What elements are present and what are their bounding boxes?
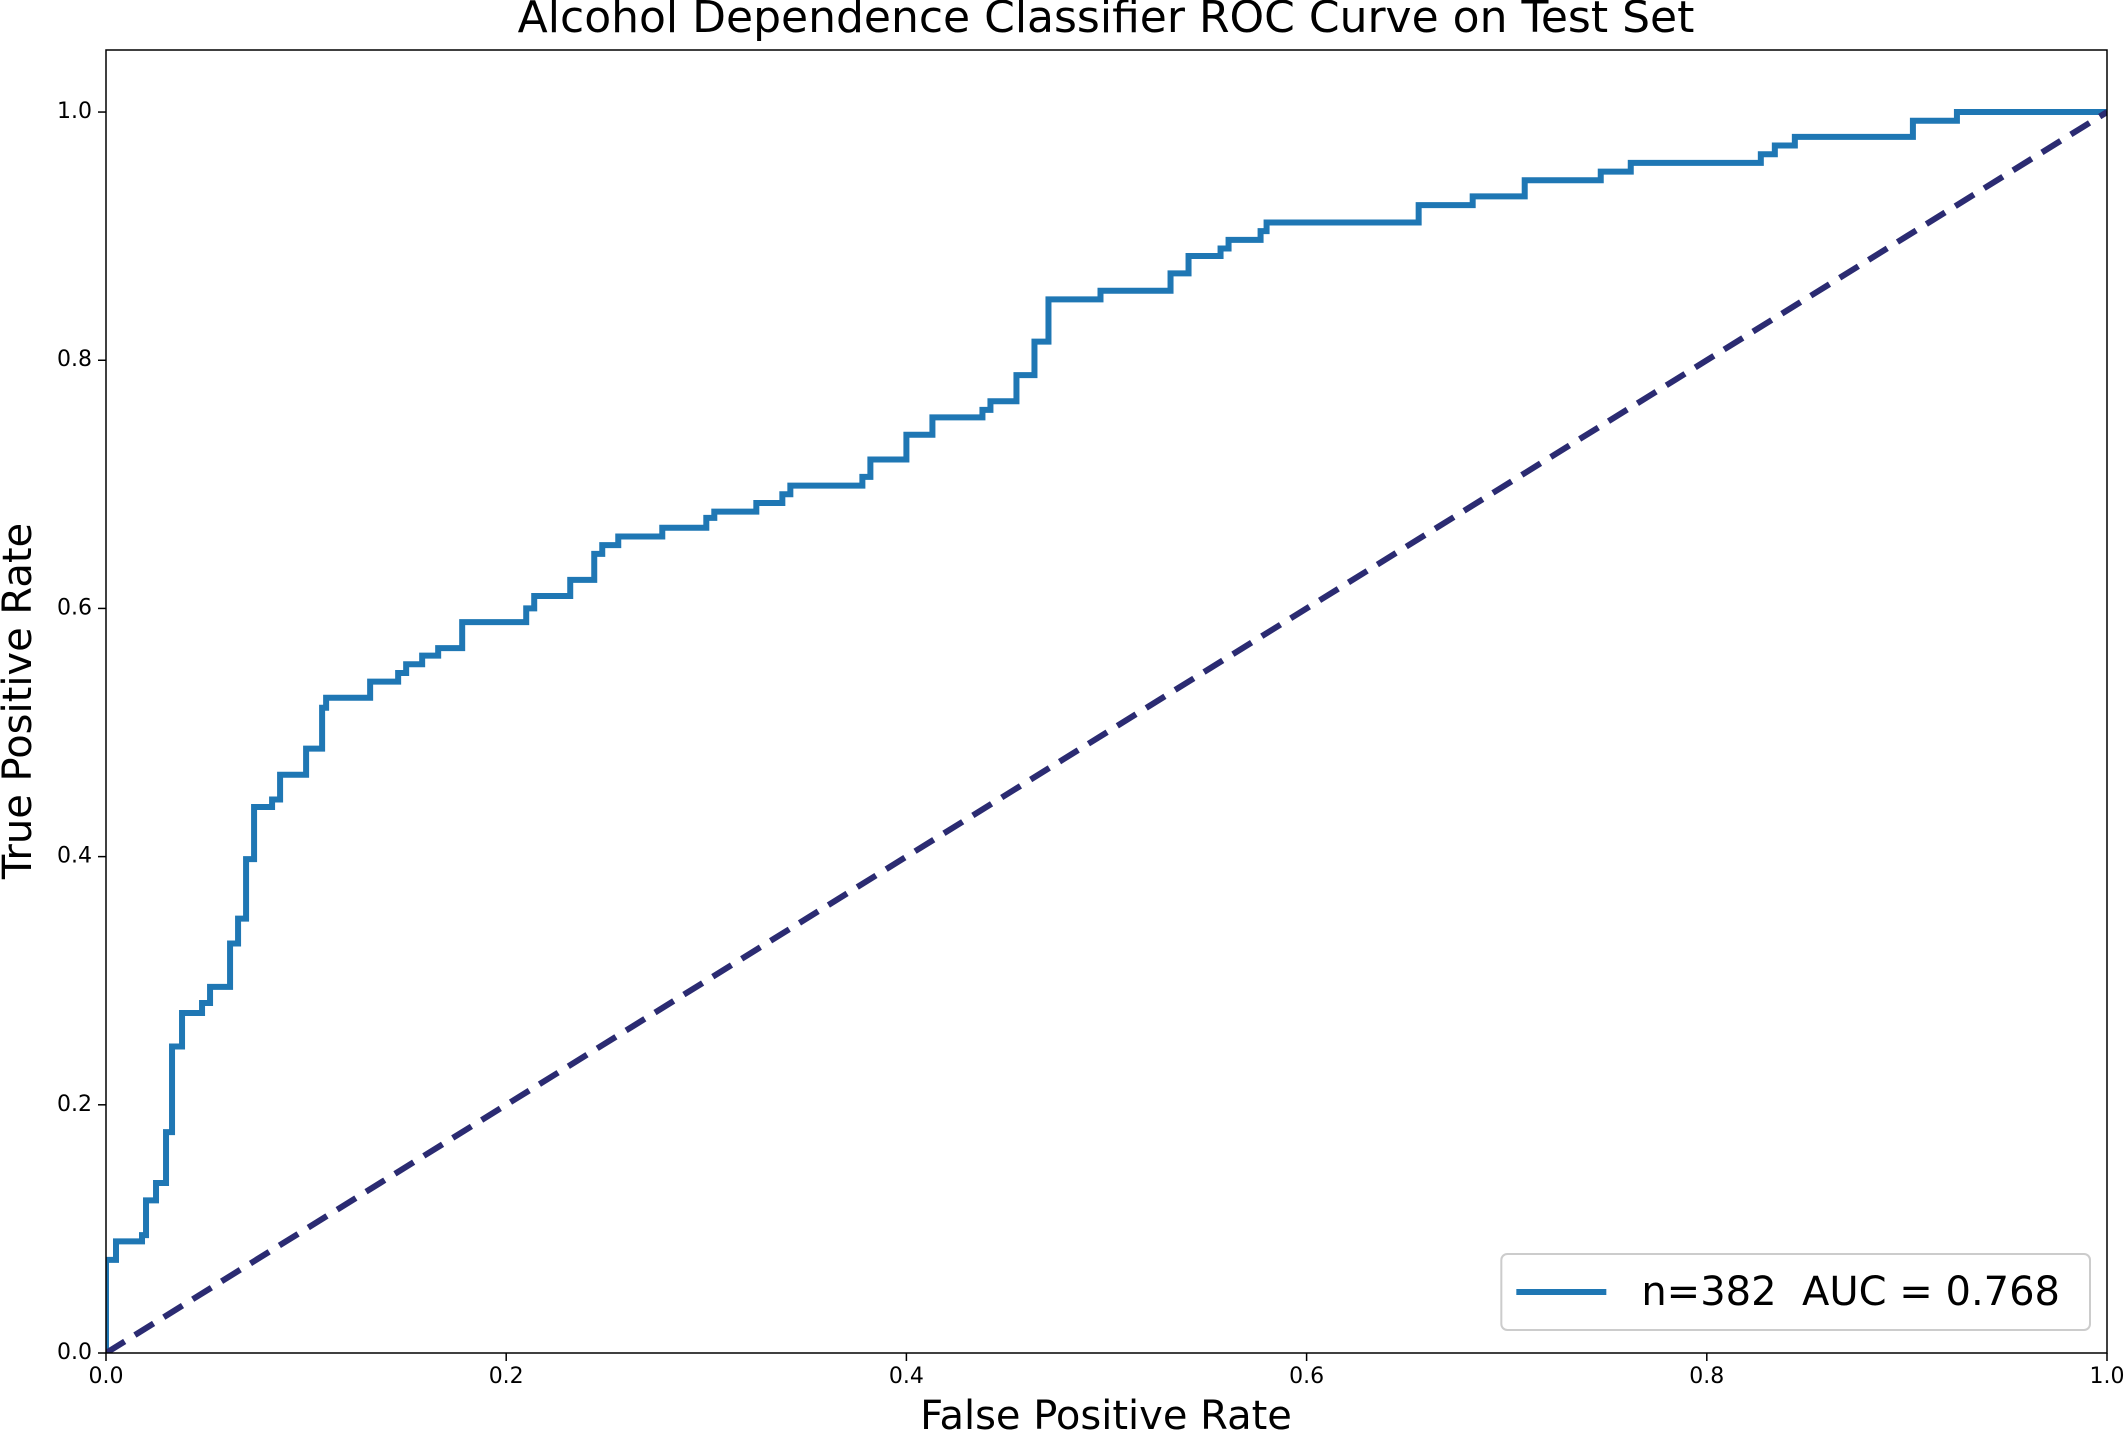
x-tick-label: 0.0 [89,1364,124,1389]
y-tick-label: 0.8 [57,347,92,372]
x-tick-label: 0.6 [1289,1364,1324,1389]
y-tick-label: 1.0 [57,99,92,124]
y-axis-label: True Positive Rate [0,523,41,880]
series-line [106,109,2107,1353]
legend-label: n=382 AUC = 0.768 [1641,1269,2060,1315]
legend-box [1500,1253,2091,1331]
legend: n=382 AUC = 0.768 [1500,1253,2091,1331]
x-tick-label: 1.0 [2090,1364,2125,1389]
y-tick-label: 0.6 [57,595,92,620]
plot-frame [105,49,2108,1354]
chart-title: Alcohol Dependence Classifier ROC Curve … [518,0,1695,43]
y-tick-label: 0.0 [57,1340,92,1365]
x-tick-label: 0.2 [489,1364,524,1389]
series-line [106,109,2107,1353]
x-axis-label: False Positive Rate [920,1393,1292,1436]
x-tick-label: 0.8 [1689,1364,1724,1389]
y-tick-label: 0.2 [57,1092,92,1117]
x-tick-label: 0.4 [889,1364,924,1389]
y-tick-label: 0.4 [57,844,92,869]
